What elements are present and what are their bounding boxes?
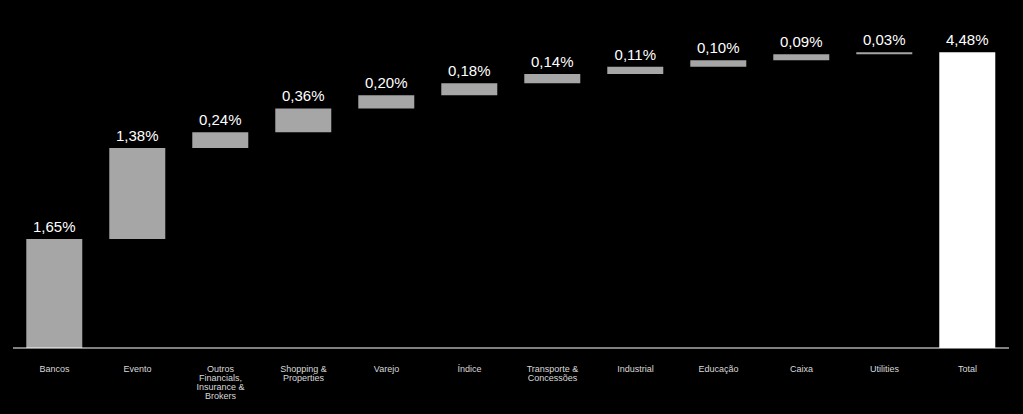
svg-text:0,11%: 0,11% [615, 46, 656, 63]
svg-text:0,18%: 0,18% [448, 62, 491, 79]
svg-text:Utilities: Utilities [870, 364, 900, 374]
svg-text:0,09%: 0,09% [780, 33, 823, 50]
svg-text:Bancos: Bancos [39, 364, 70, 374]
svg-text:Transporte &Concessões: Transporte &Concessões [527, 364, 579, 383]
svg-text:Educação: Educação [698, 364, 738, 374]
svg-text:0,36%: 0,36% [282, 87, 325, 104]
svg-text:1,65%: 1,65% [33, 218, 76, 235]
svg-text:Evento: Evento [123, 364, 151, 374]
svg-text:0,10%: 0,10% [697, 39, 740, 56]
svg-text:0,03%: 0,03% [863, 31, 906, 48]
svg-text:1,38%: 1,38% [116, 127, 159, 144]
svg-text:4,48%: 4,48% [946, 31, 989, 48]
svg-text:0,24%: 0,24% [199, 111, 242, 128]
svg-text:Varejo: Varejo [374, 364, 399, 374]
svg-text:OutrosFinancials,Insurance &Br: OutrosFinancials,Insurance &Brokers [196, 364, 244, 401]
svg-text:Total: Total [958, 364, 977, 374]
svg-text:0,20%: 0,20% [365, 74, 408, 91]
svg-text:Índice: Índice [457, 364, 481, 374]
svg-text:Caixa: Caixa [790, 364, 813, 374]
svg-text:Industrial: Industrial [617, 364, 654, 374]
svg-text:0,14%: 0,14% [531, 53, 574, 70]
svg-text:Shopping &Properties: Shopping &Properties [280, 364, 327, 383]
